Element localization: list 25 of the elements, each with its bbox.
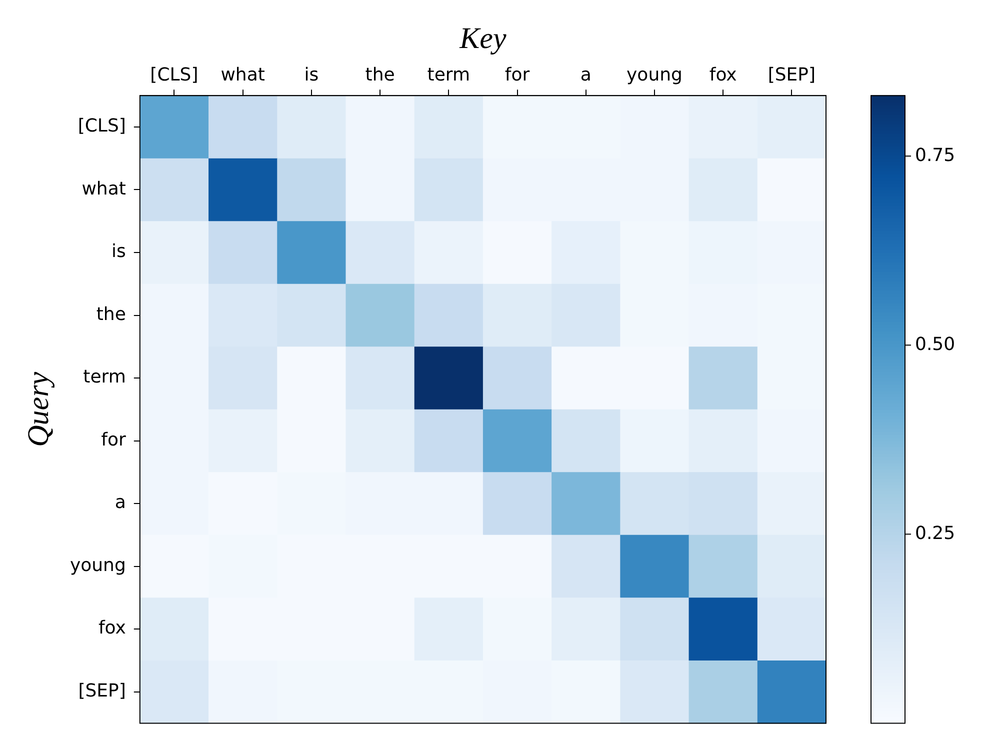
- y-tick-label: is: [112, 241, 126, 262]
- x-tick-label: what: [220, 64, 265, 86]
- x-tick-label: [CLS]: [150, 64, 198, 86]
- x-tick-label: for: [504, 64, 530, 86]
- y-tick-label: the: [96, 304, 126, 325]
- y-tick-label: for: [101, 429, 127, 450]
- y-axis-title: Query: [22, 371, 55, 447]
- y-tick-label: fox: [98, 618, 126, 639]
- x-axis-title: Key: [458, 22, 507, 55]
- y-tick-label: [CLS]: [78, 116, 126, 137]
- y-tick-label: term: [83, 366, 126, 388]
- x-tick-label: fox: [709, 64, 738, 86]
- color-bar-label: 0.75: [915, 144, 956, 166]
- x-tick-label: the: [365, 64, 395, 86]
- y-tick-label: a: [114, 492, 126, 514]
- x-tick-label: is: [304, 64, 319, 86]
- x-tick-label: [SEP]: [768, 64, 816, 86]
- x-tick-label: a: [580, 64, 592, 86]
- color-bar-label: 0.50: [915, 334, 956, 355]
- y-tick-label: [SEP]: [78, 680, 126, 702]
- x-tick-label: young: [626, 64, 682, 86]
- y-tick-label: young: [70, 554, 126, 576]
- y-tick-label: what: [82, 178, 126, 200]
- x-tick-label: term: [427, 64, 470, 86]
- color-bar-label: 0.25: [915, 522, 956, 544]
